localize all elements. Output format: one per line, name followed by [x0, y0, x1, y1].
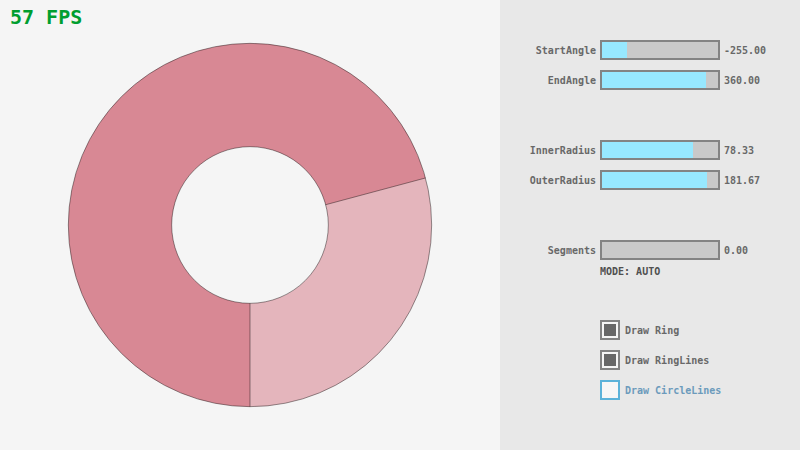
- checkmark-icon: [604, 324, 616, 336]
- slider-label-segments: Segments: [500, 245, 596, 256]
- slider-row-outerradius: OuterRadius 181.67: [500, 170, 800, 190]
- checkbox-draw-circlelines[interactable]: Draw CircleLines: [600, 380, 721, 400]
- checkbox-box-draw-circlelines[interactable]: [600, 380, 620, 400]
- slider-row-startangle: StartAngle -255.00: [500, 40, 800, 60]
- slider-label-startangle: StartAngle: [500, 45, 596, 56]
- slider-label-outerradius: OuterRadius: [500, 175, 596, 186]
- checkbox-draw-ringlines[interactable]: Draw RingLines: [600, 350, 709, 370]
- slider-row-innerradius: InnerRadius 78.33: [500, 140, 800, 160]
- ring-chart: [0, 0, 500, 450]
- slider-outerradius[interactable]: [600, 170, 720, 190]
- slider-label-endangle: EndAngle: [500, 75, 596, 86]
- checkmark-icon: [604, 354, 616, 366]
- checkbox-box-draw-ringlines[interactable]: [600, 350, 620, 370]
- controls-panel: StartAngle -255.00 EndAngle 360.00 Inner…: [500, 0, 800, 450]
- checkbox-label-draw-circlelines: Draw CircleLines: [625, 385, 721, 396]
- slider-segments[interactable]: [600, 240, 720, 260]
- ring-outline-inner: [172, 147, 329, 304]
- mode-label: MODE: AUTO: [600, 266, 660, 277]
- slider-startangle[interactable]: [600, 40, 720, 60]
- slider-outerradius-fill: [602, 172, 707, 188]
- slider-value-segments: 0.00: [724, 245, 748, 256]
- checkbox-box-draw-ring[interactable]: [600, 320, 620, 340]
- slider-innerradius-fill: [602, 142, 693, 158]
- app-window: 57 FPS StartAngle -255.00 EndAngle 360.0…: [0, 0, 800, 450]
- slider-value-startangle: -255.00: [724, 45, 766, 56]
- slider-endangle[interactable]: [600, 70, 720, 90]
- checkbox-draw-ring[interactable]: Draw Ring: [600, 320, 679, 340]
- slider-innerradius[interactable]: [600, 140, 720, 160]
- fps-counter: 57 FPS: [10, 5, 82, 29]
- slider-value-innerradius: 78.33: [724, 145, 754, 156]
- slider-row-segments: Segments 0.00: [500, 240, 800, 260]
- slider-startangle-fill: [602, 42, 627, 58]
- slider-value-endangle: 360.00: [724, 75, 760, 86]
- slider-row-endangle: EndAngle 360.00: [500, 70, 800, 90]
- checkbox-label-draw-ringlines: Draw RingLines: [625, 355, 709, 366]
- slider-label-innerradius: InnerRadius: [500, 145, 596, 156]
- slider-endangle-fill: [602, 72, 706, 88]
- slider-value-outerradius: 181.67: [724, 175, 760, 186]
- checkbox-label-draw-ring: Draw Ring: [625, 325, 679, 336]
